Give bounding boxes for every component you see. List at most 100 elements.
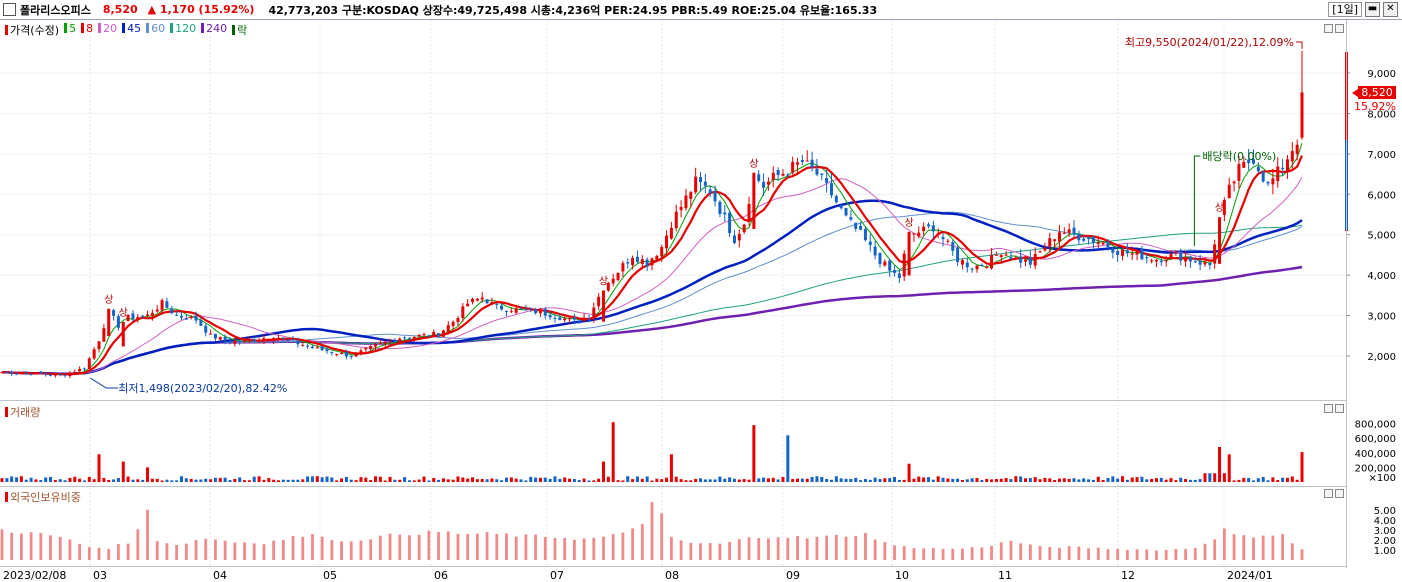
volume-bar [175,480,179,482]
foreign-bar [728,541,732,560]
legend-item-6[interactable]: 120 [170,22,196,38]
period-selector[interactable]: [1일] [1328,2,1362,17]
low-annotation-arrow [89,377,119,389]
foreign-bar [893,545,896,560]
foreign-bar [107,548,111,560]
candle-body [679,206,683,211]
volume-bar [49,476,53,482]
ma20-line [2,176,1303,375]
candle-body [1276,166,1280,182]
candle-body [713,191,717,202]
volume-bar [1179,477,1183,482]
foreign-bar [136,529,140,560]
volume-bar [592,480,596,482]
volume-bar [776,479,780,482]
volume-bar [684,480,688,482]
y-axis-divider [1346,20,1347,568]
price-minimize-icon[interactable] [1324,24,1333,33]
volume-bar [97,454,101,482]
foreign-bar [68,539,72,560]
volume-bar [893,477,897,482]
foreign-minimize-icon[interactable] [1324,489,1333,498]
volume-bar [34,479,38,482]
volume-bar [815,476,819,482]
volume-bar [757,478,761,482]
candle-body [451,321,455,327]
stock-name[interactable]: 폴라리스오피스 [20,3,91,17]
candle-body [1101,242,1105,245]
legend-item-8[interactable]: 락 [232,22,247,38]
price-panel-buttons [1324,24,1344,33]
price-close-icon[interactable] [1335,24,1344,33]
foreign-bar [670,536,673,560]
foreign-bar [805,538,809,560]
volume-bar [1213,473,1217,482]
legend-item-5[interactable]: 60 [146,22,165,38]
x-axis [0,566,1346,582]
volume-bar [301,479,305,482]
foreign-bar [776,537,780,560]
candle-body [592,307,596,319]
foreign-bar [767,538,770,560]
volume-bar [243,480,247,482]
volume-close-icon[interactable] [1335,404,1344,413]
volume-bar [694,478,698,482]
volume-bar [990,479,994,482]
candle-body [126,314,130,322]
candle-body [432,331,436,337]
candle-body [645,259,649,267]
legend-item-4[interactable]: 45 [122,22,141,38]
candle-body [82,368,86,370]
foreign-bar [718,543,722,560]
x-tick-label: 03 [93,569,107,582]
volume-bar [15,477,19,482]
candle-body [1295,144,1299,154]
volume-bar [1130,477,1134,482]
candle-body [49,374,53,376]
candle-body [1251,159,1255,164]
volume-minimize-icon[interactable] [1324,404,1333,413]
candle-body [1193,261,1197,263]
foreign-bar [902,546,906,560]
legend-item-7[interactable]: 240 [201,22,227,38]
legend-text: 240 [206,22,228,35]
high-annotation-arrow [1296,41,1303,49]
volume-bar [354,480,358,482]
select-checkbox[interactable] [3,3,16,16]
volume-bar [587,480,591,482]
volume-bar [267,478,271,482]
volume-bar [1251,480,1255,482]
legend-item-3[interactable]: 20 [98,22,117,38]
volume-bar [762,477,766,482]
candle-body [471,298,475,302]
volume-bar [834,476,838,482]
foreign-bar [1203,543,1207,560]
volume-bar [854,477,858,482]
volume-bar [897,479,901,482]
minimize-button[interactable]: ▬ [1365,2,1380,17]
volume-bar [461,477,465,482]
volume-unit-label: ×100 [1369,473,1396,484]
foreign-close-icon[interactable] [1335,489,1344,498]
volume-bar [1218,446,1222,482]
volume-bar [844,478,848,482]
volume-bar [276,480,280,482]
volume-bar [78,478,82,482]
foreign-bar [553,538,557,560]
candle-body [1271,178,1275,185]
candle-body [660,247,664,257]
candle-body [466,303,470,307]
foreign-bar [611,534,615,560]
candle-body [1043,247,1047,251]
candle-body [262,338,266,341]
volume-bar [994,479,998,482]
legend-item-1[interactable]: 5 [64,22,76,38]
candle-body [407,337,411,339]
foreign-bar [1096,547,1100,560]
legend-swatch [122,23,126,33]
legend-item-2[interactable]: 8 [81,22,93,38]
volume-bar [296,479,300,482]
close-button[interactable]: ✕ [1383,2,1398,17]
legend-item-0[interactable]: 가격(수정) [5,22,59,38]
